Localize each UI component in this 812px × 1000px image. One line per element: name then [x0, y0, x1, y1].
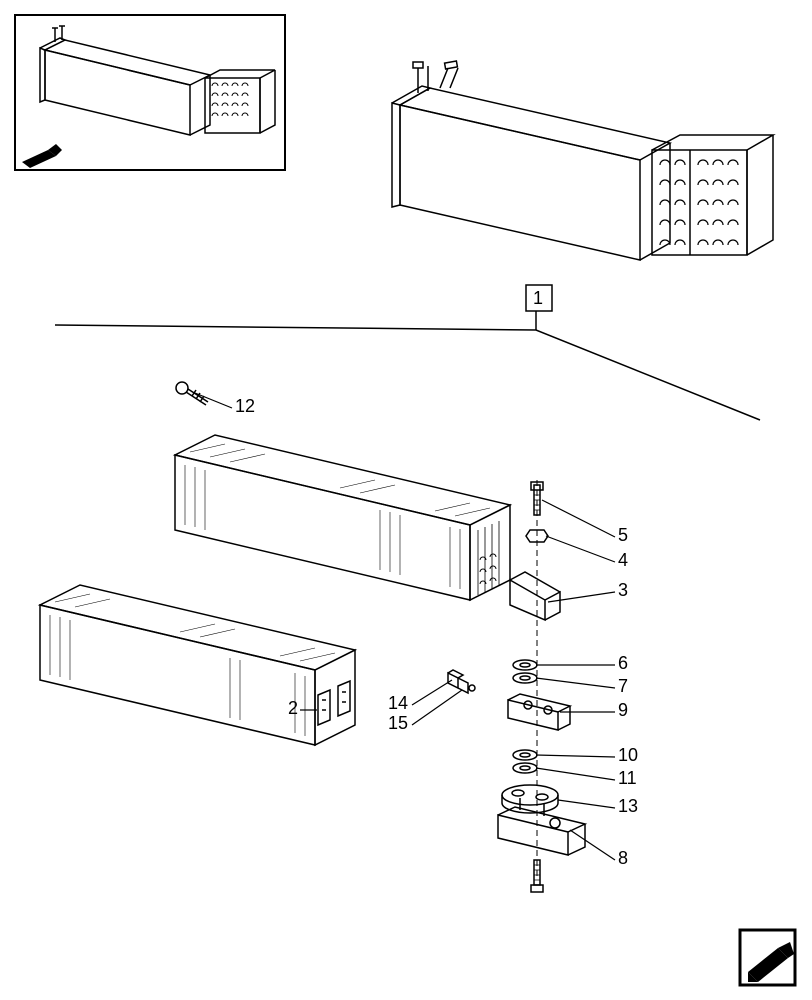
callout-11: 11: [618, 768, 637, 789]
callout-8: 8: [618, 848, 628, 869]
callout-15: 15: [388, 713, 408, 734]
main-assembly: [392, 61, 773, 260]
diagram-container: 1 2 3 4 5 6 7 8 9 10 11 12 13 14 15: [0, 0, 812, 1000]
diagram-svg: [0, 0, 812, 1000]
callout-1: 1: [533, 288, 543, 309]
callout-2: 2: [288, 698, 298, 719]
callout-10: 10: [618, 745, 638, 766]
inset-assembly: [40, 26, 275, 135]
callout-14: 14: [388, 693, 408, 714]
ref-arrow-icon: [22, 144, 62, 168]
callout-4: 4: [618, 550, 628, 571]
core-middle: [175, 435, 560, 620]
callout-6: 6: [618, 653, 628, 674]
callout-3: 3: [618, 580, 628, 601]
nav-arrow-icon[interactable]: [740, 930, 795, 985]
callout-13: 13: [618, 796, 638, 817]
hardware-stack: [498, 480, 585, 892]
callout-7: 7: [618, 676, 628, 697]
callout-12: 12: [235, 396, 255, 417]
breakdown-line: [55, 300, 760, 420]
fitting-14-15: [448, 670, 475, 693]
callout-9: 9: [618, 700, 628, 721]
core-lower: [40, 585, 355, 745]
callout-5: 5: [618, 525, 628, 546]
screw-12: [176, 382, 208, 405]
